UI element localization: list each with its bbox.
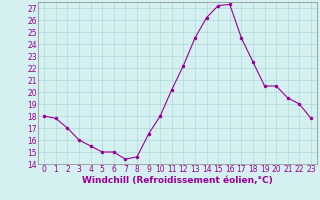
X-axis label: Windchill (Refroidissement éolien,°C): Windchill (Refroidissement éolien,°C) bbox=[82, 176, 273, 185]
